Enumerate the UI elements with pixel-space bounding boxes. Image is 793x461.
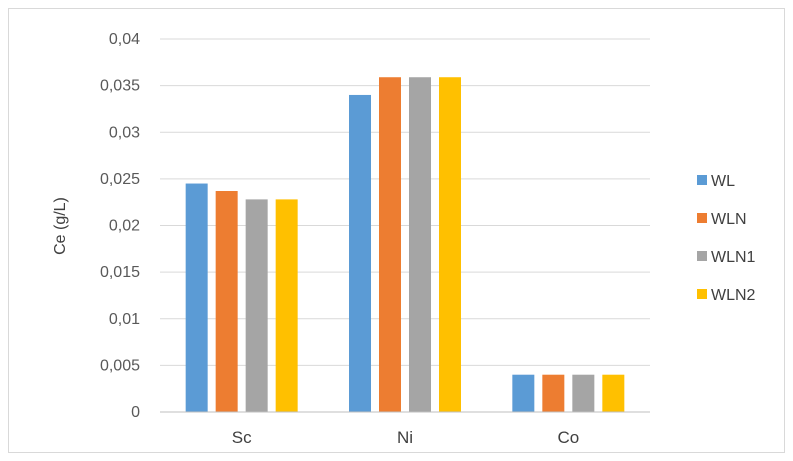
bar-wln-sc (215, 190, 238, 412)
bar-wln2-sc (275, 199, 298, 412)
y-tick-label: 0,04 (109, 31, 140, 48)
legend-swatch-wln2 (697, 289, 707, 299)
bar-wln-ni (379, 77, 401, 413)
legend-label-wln: WLN (711, 211, 747, 228)
bar-wln1-co (572, 374, 595, 412)
x-category-label: Co (557, 428, 579, 447)
y-tick-label: 0,035 (100, 78, 140, 95)
legend: WL WLN WLN1 WLN2 (697, 173, 756, 304)
x-axis-category-labels: Sc Ni Co (232, 428, 579, 447)
bar-wln2-co (602, 374, 625, 412)
y-tick-label: 0,02 (109, 218, 140, 235)
y-axis-tick-labels: 0 0,005 0,01 0,015 0,02 0,025 0,03 0,035 0,04 (100, 31, 140, 421)
y-axis-title: Ce (g/L) (52, 197, 69, 255)
legend-swatch-wl (697, 175, 707, 185)
y-tick-label: 0,01 (109, 311, 140, 328)
legend-swatch-wln (697, 213, 707, 223)
bar-wln-co (542, 374, 565, 412)
bar-wl-co (512, 374, 535, 412)
legend-label-wl: WL (711, 173, 735, 190)
y-tick-label: 0,015 (100, 264, 140, 281)
y-tick-label: 0,005 (100, 357, 140, 374)
bar-wln1-sc (245, 199, 268, 412)
bars (185, 77, 625, 413)
gridlines (160, 38, 650, 366)
bar-wln2-ni (439, 77, 461, 413)
legend-swatch-wln1 (697, 251, 707, 261)
bar-wl-ni (349, 94, 371, 412)
legend-label-wln1: WLN1 (711, 249, 756, 266)
x-category-label: Ni (397, 428, 413, 447)
legend-label-wln2: WLN2 (711, 287, 756, 304)
y-tick-label: 0,03 (109, 124, 140, 141)
bar-wl-sc (185, 183, 208, 412)
bar-wln1-ni (409, 77, 431, 413)
y-tick-label: 0 (131, 404, 140, 421)
x-category-label: Sc (232, 428, 252, 447)
y-tick-label: 0,025 (100, 171, 140, 188)
